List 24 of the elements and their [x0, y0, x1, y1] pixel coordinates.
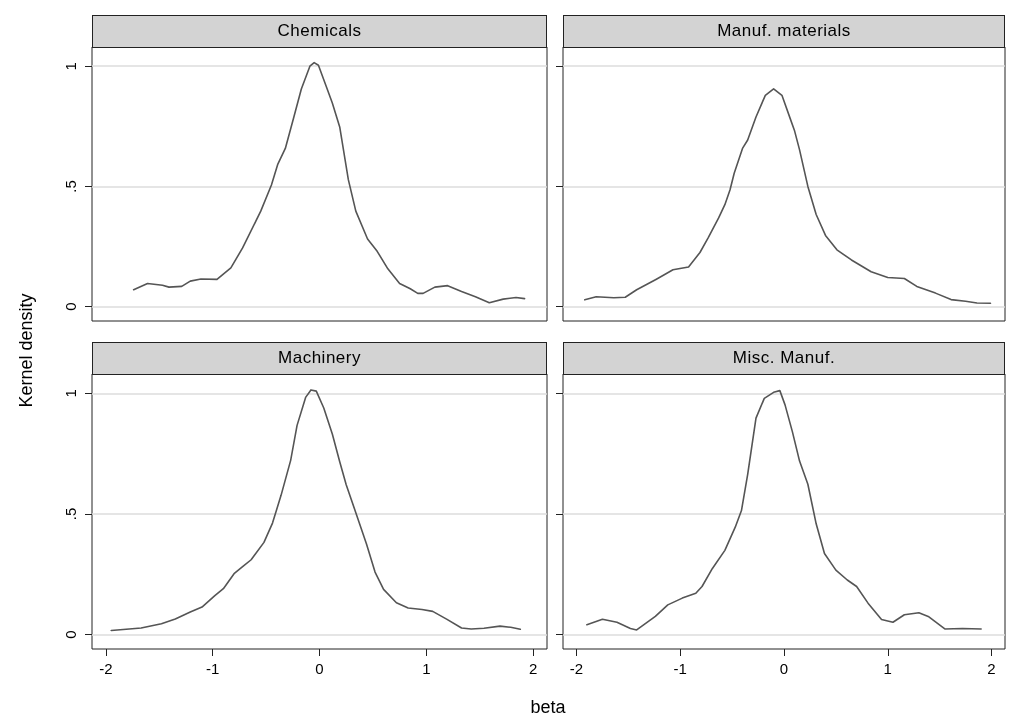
- chart-title: Machinery: [92, 342, 547, 375]
- x-tick-label: -1: [673, 660, 687, 677]
- x-tick-label: 1: [883, 660, 892, 677]
- x-tick-label: -1: [206, 660, 220, 677]
- x-tick-label: 2: [987, 660, 996, 677]
- line-series: [132, 61, 526, 304]
- x-tick-label: -2: [569, 660, 584, 677]
- y-tick-label: .5: [62, 507, 79, 521]
- x-tick-label: 1: [422, 660, 431, 677]
- x-tick-label: 2: [528, 660, 538, 677]
- x-tick-label: 0: [315, 660, 324, 677]
- y-axis-title: Kernel density: [15, 292, 37, 408]
- chart-title: Misc. Manuf.: [563, 342, 1005, 375]
- line-series: [110, 389, 522, 632]
- x-tick-label: 0: [779, 660, 789, 677]
- x-tick-label: -2: [99, 660, 113, 677]
- y-tick-label: .5: [62, 180, 79, 193]
- y-tick-label: 1: [62, 389, 79, 398]
- y-tick-label: 1: [62, 62, 79, 71]
- chart-title: Chemicals: [92, 15, 547, 48]
- y-tick-label: 0: [62, 302, 79, 311]
- x-axis-title: beta: [530, 697, 566, 718]
- y-tick-label: 0: [62, 630, 79, 639]
- chart-title: Manuf. materials: [563, 15, 1005, 48]
